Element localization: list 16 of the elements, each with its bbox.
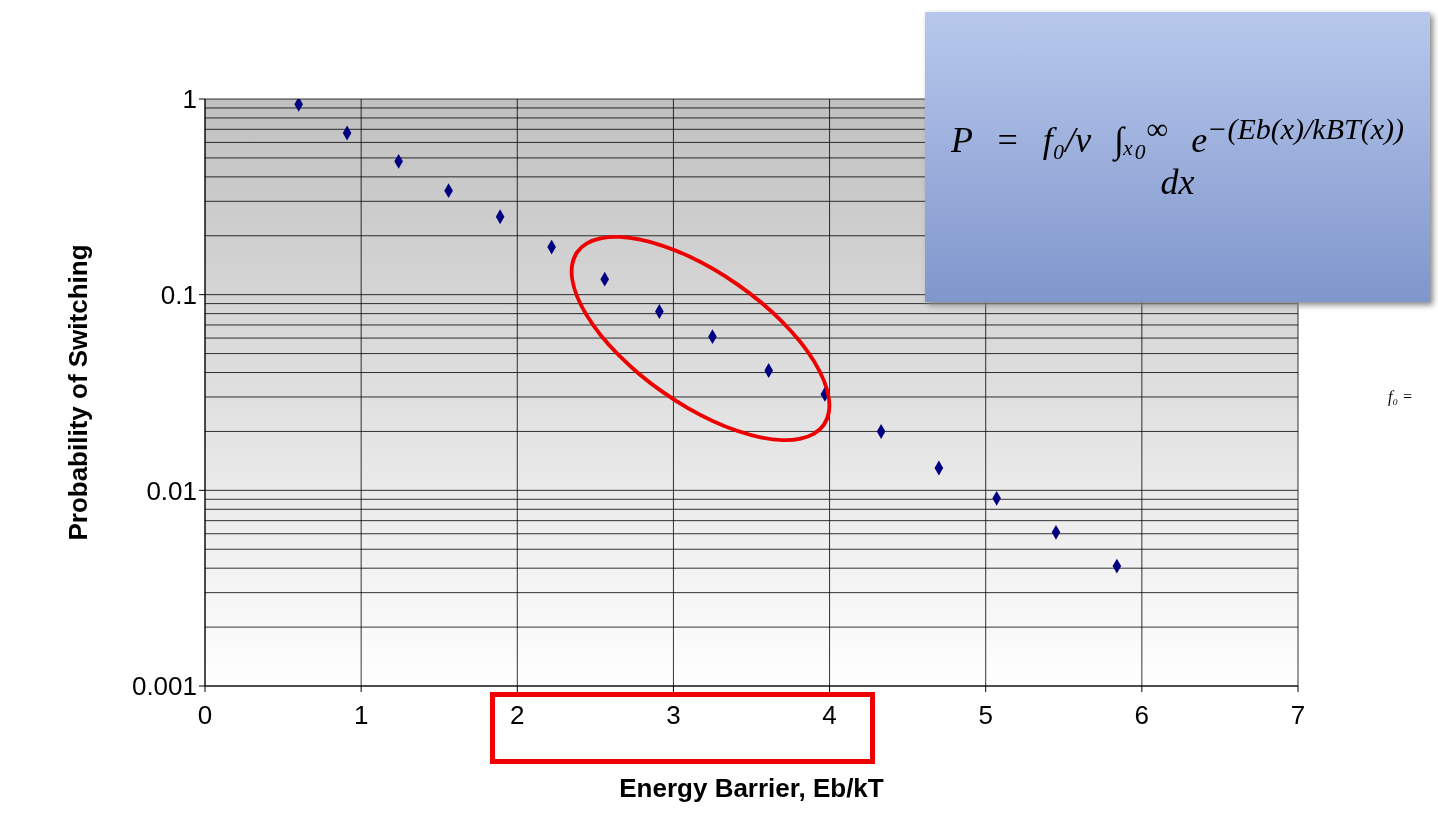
x-tick-label: 2 bbox=[510, 700, 525, 731]
x-tick-label: 7 bbox=[1290, 700, 1306, 731]
text: f₀ = bbox=[1388, 388, 1413, 406]
y-tick-label: 0.1 bbox=[160, 279, 197, 310]
x-tick-label: 1 bbox=[353, 700, 369, 731]
x-tick-label: 6 bbox=[1134, 700, 1150, 731]
y-tick-label: 1 bbox=[182, 84, 197, 115]
x-tick-label: 0 bbox=[197, 700, 213, 731]
x-tick-label: 5 bbox=[978, 700, 993, 731]
x-axis-title: Energy Barrier, Eb/kT bbox=[619, 773, 884, 803]
y-tick-label: 0.001 bbox=[131, 671, 197, 702]
x-tick-label: 4 bbox=[822, 700, 837, 731]
y-axis-title: Probability of Switching bbox=[63, 244, 94, 541]
x-tick-label: 3 bbox=[666, 700, 681, 731]
y-tick-label: 0.01 bbox=[146, 475, 197, 506]
annotation: P = f₀/v ∫ₓ₀$^{∞}$ e$^{−(Eb(x)/kBT(x))}$ dx bbox=[950, 111, 1405, 203]
